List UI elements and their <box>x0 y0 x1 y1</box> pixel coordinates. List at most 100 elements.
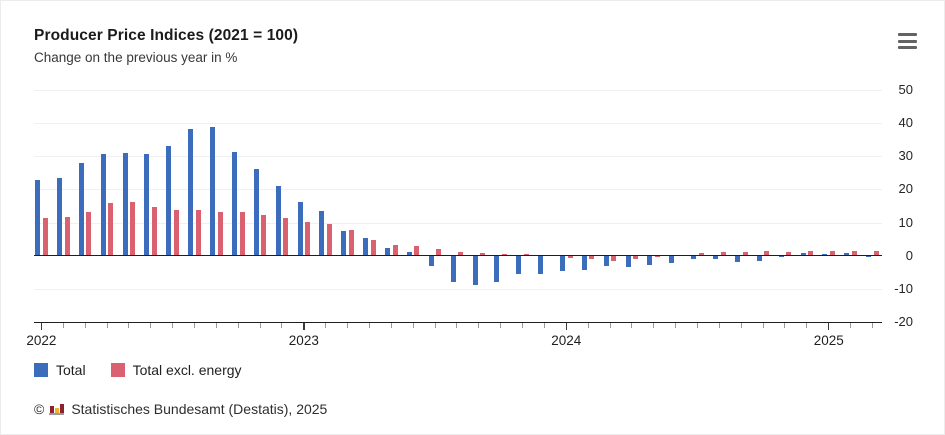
bar-total[interactable] <box>56 177 62 256</box>
gridline <box>34 89 882 91</box>
bar-total-excl-energy[interactable] <box>501 254 507 256</box>
gridline <box>34 156 882 158</box>
legend-item-total[interactable]: Total <box>34 362 86 378</box>
bar-total-excl-energy[interactable] <box>611 255 617 261</box>
bar-total-excl-energy[interactable] <box>480 253 486 256</box>
bar-total-excl-energy[interactable] <box>261 215 267 256</box>
bar-total-excl-energy[interactable] <box>42 217 48 256</box>
menu-bar <box>898 39 917 43</box>
bar-total[interactable] <box>385 247 391 256</box>
bar-total[interactable] <box>713 255 719 259</box>
bar-total-excl-energy[interactable] <box>327 224 332 256</box>
legend-swatch-total <box>34 363 48 377</box>
x-axis-tick <box>215 323 217 328</box>
bar-total-excl-energy[interactable] <box>720 251 726 256</box>
x-axis-year-label: 2023 <box>288 332 319 348</box>
x-axis-tick <box>368 323 370 328</box>
bar-total[interactable] <box>231 151 237 256</box>
bar-total-excl-energy[interactable] <box>458 251 464 256</box>
page-title: Producer Price Indices (2021 = 100) <box>34 27 299 44</box>
bar-total-excl-energy[interactable] <box>130 201 136 256</box>
bar-total[interactable] <box>734 255 740 262</box>
x-axis-tick <box>347 323 349 328</box>
bar-total[interactable] <box>756 255 762 261</box>
bar-total[interactable] <box>122 153 128 256</box>
bar-total-excl-energy[interactable] <box>239 211 245 256</box>
bar-total-excl-energy[interactable] <box>173 209 179 256</box>
x-axis-tick <box>675 323 677 328</box>
x-axis-tick <box>456 323 458 328</box>
bar-total[interactable] <box>559 255 565 271</box>
bar-total[interactable] <box>406 252 412 256</box>
y-axis-tick-label: 50 <box>898 81 913 97</box>
bar-total-excl-energy[interactable] <box>392 245 398 256</box>
bar-total-excl-energy[interactable] <box>873 251 879 256</box>
bar-total[interactable] <box>100 154 106 256</box>
bar-total[interactable] <box>603 255 609 266</box>
bar-total-excl-energy[interactable] <box>64 216 70 256</box>
bar-total[interactable] <box>78 162 84 256</box>
legend: Total Total excl. energy <box>34 362 242 378</box>
bar-total-excl-energy[interactable] <box>414 246 420 256</box>
bar-total[interactable] <box>669 255 675 263</box>
bar-total-excl-energy[interactable] <box>152 206 158 256</box>
gridline <box>34 122 882 124</box>
legend-item-total-excl-energy[interactable]: Total excl. energy <box>110 362 242 378</box>
bar-total-excl-energy[interactable] <box>589 255 595 259</box>
bar-total-excl-energy[interactable] <box>283 217 289 256</box>
bar-total[interactable] <box>428 255 434 266</box>
x-axis-tick <box>412 323 414 328</box>
bar-total-excl-energy[interactable] <box>786 251 792 256</box>
x-axis-tick <box>193 323 195 328</box>
bar-total[interactable] <box>581 255 587 270</box>
x-axis-tick <box>500 323 502 328</box>
bar-total-excl-energy[interactable] <box>851 250 857 256</box>
bar-total[interactable] <box>822 254 828 256</box>
bar-total[interactable] <box>516 255 522 274</box>
bar-total[interactable] <box>363 238 369 256</box>
bar-total[interactable] <box>691 255 697 259</box>
x-axis-tick <box>84 323 86 328</box>
bar-total[interactable] <box>538 255 544 275</box>
bar-total-excl-energy[interactable] <box>348 229 354 256</box>
bar-total[interactable] <box>144 154 150 256</box>
hamburger-menu-icon[interactable] <box>897 32 919 52</box>
x-axis-tick <box>237 323 239 328</box>
bar-total[interactable] <box>166 146 172 256</box>
bar-total-excl-energy[interactable] <box>217 211 223 256</box>
bar-total-excl-energy[interactable] <box>86 211 92 256</box>
bar-total[interactable] <box>275 185 281 256</box>
bar-total[interactable] <box>210 127 216 256</box>
bar-total[interactable] <box>778 255 784 258</box>
bar-total-excl-energy[interactable] <box>305 221 311 256</box>
x-axis-tick <box>40 323 43 331</box>
bar-total-excl-energy[interactable] <box>567 255 573 258</box>
bar-total[interactable] <box>844 253 850 256</box>
x-axis-tick <box>587 323 589 328</box>
bar-total[interactable] <box>297 201 303 256</box>
bar-total[interactable] <box>188 128 194 256</box>
bar-total[interactable] <box>253 169 259 256</box>
bar-total[interactable] <box>647 255 653 265</box>
bar-total-excl-energy[interactable] <box>436 249 442 256</box>
bar-total-excl-energy[interactable] <box>808 251 814 256</box>
bar-total-excl-energy[interactable] <box>370 240 376 256</box>
bar-total-excl-energy[interactable] <box>742 251 748 256</box>
bar-total[interactable] <box>625 255 631 267</box>
bar-total-excl-energy[interactable] <box>195 209 201 256</box>
bar-total-excl-energy[interactable] <box>698 252 704 256</box>
bar-total[interactable] <box>341 231 347 256</box>
bar-total-excl-energy[interactable] <box>108 203 114 256</box>
x-axis-tick <box>478 323 480 328</box>
bar-total-excl-energy[interactable] <box>830 251 836 256</box>
bar-total[interactable] <box>800 253 806 256</box>
bar-total-excl-energy[interactable] <box>764 251 770 256</box>
bar-total[interactable] <box>494 255 500 282</box>
bar-total-excl-energy[interactable] <box>633 255 639 259</box>
bar-total[interactable] <box>319 210 325 256</box>
bar-total[interactable] <box>35 180 41 256</box>
x-axis-tick <box>631 323 633 328</box>
bar-total[interactable] <box>472 255 478 285</box>
bar-total[interactable] <box>450 255 456 282</box>
